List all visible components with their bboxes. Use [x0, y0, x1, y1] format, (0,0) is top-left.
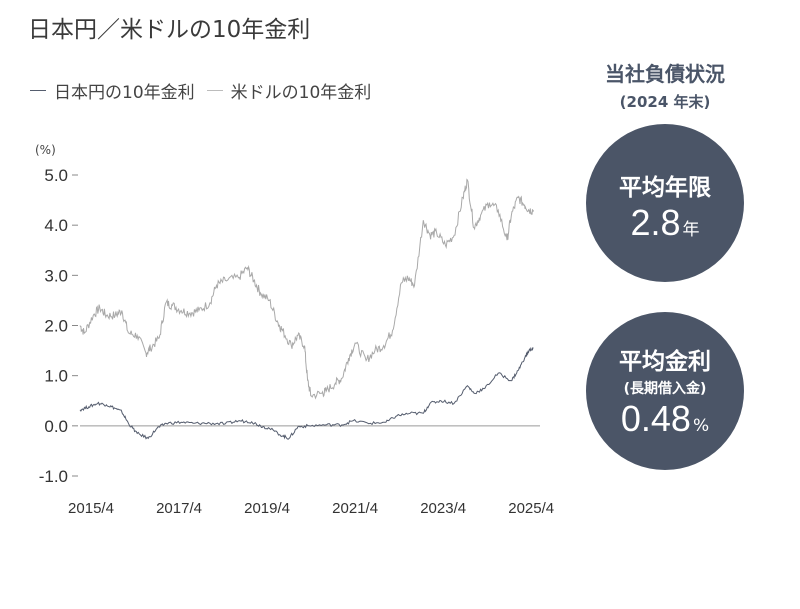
side-panel-title: 当社負債状況 — [605, 62, 725, 86]
y-tick-label: 2.0 — [44, 317, 68, 336]
stat-sublabel: (長期借入金) — [623, 381, 707, 397]
legend-swatch-usd — [206, 90, 223, 91]
x-tick-label: 2021/4 — [332, 500, 378, 517]
stat-circle-average-rate: 平均金利 (長期借入金) 0.48% — [586, 312, 744, 470]
stat-value: 2.8 — [630, 202, 681, 243]
stat-label: 平均金利 — [619, 349, 711, 375]
legend-label-usd: 米ドルの10年金利 — [230, 83, 372, 103]
legend-item-usd: 米ドルの10年金利 — [206, 78, 372, 103]
y-tick-label: 0.0 — [44, 417, 68, 436]
side-panel-heading: 当社負債状況 (2024 年末) — [580, 58, 750, 112]
y-tick-label: 4.0 — [44, 216, 68, 235]
stat-value-row: 0.48% — [586, 398, 744, 440]
y-tick-label: 3.0 — [44, 266, 68, 285]
y-tick-label: 5.0 — [44, 166, 68, 185]
legend-item-jpy: 日本円の10年金利 — [30, 78, 195, 103]
x-tick-label: 2025/4 — [508, 500, 554, 517]
y-tick-label: 1.0 — [44, 367, 68, 386]
page-title: 日本円／米ドルの10年金利 — [28, 17, 311, 43]
stat-label: 平均年限 — [619, 175, 711, 201]
legend-label-jpy: 日本円の10年金利 — [54, 83, 195, 103]
chart-legend: 日本円の10年金利 米ドルの10年金利 — [30, 78, 383, 103]
stat-value-row: 2.8 年 — [586, 202, 744, 244]
series-line-usd — [79, 178, 534, 400]
stat-unit: 年 — [682, 220, 700, 240]
x-tick-label: 2017/4 — [156, 500, 202, 517]
series-line-jpy — [79, 346, 534, 440]
x-tick-label: 2023/4 — [420, 500, 466, 517]
y-axis-unit: (%) — [35, 143, 56, 157]
stat-unit: % — [692, 416, 710, 436]
stat-value: 0.48 — [620, 398, 691, 439]
side-panel-subtitle: (2024 年末) — [619, 93, 711, 111]
x-tick-label: 2019/4 — [244, 500, 290, 517]
stat-circle-average-maturity: 平均年限 2.8 年 — [586, 124, 744, 282]
x-tick-label: 2015/4 — [68, 500, 114, 517]
legend-swatch-jpy — [30, 90, 46, 91]
y-tick-label: -1.0 — [39, 467, 68, 486]
